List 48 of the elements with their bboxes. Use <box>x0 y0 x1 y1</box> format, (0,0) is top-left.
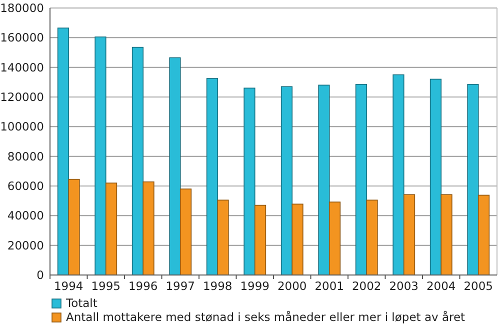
y-tick-label: 140000 <box>0 60 44 74</box>
x-tick-label: 1996 <box>128 279 158 293</box>
bar <box>254 204 266 276</box>
bar <box>142 181 154 276</box>
y-tick-label: 100000 <box>0 120 44 134</box>
bar <box>244 88 256 276</box>
x-tick-label: 2004 <box>426 279 456 293</box>
bar <box>132 46 144 276</box>
y-tick-label: 180000 <box>0 1 44 16</box>
x-tick-label: 1999 <box>240 279 270 293</box>
bar <box>94 36 106 276</box>
bar <box>366 200 378 276</box>
bar <box>105 182 118 276</box>
x-tick-label: 1995 <box>91 279 121 293</box>
bar <box>440 194 452 276</box>
x-tick-label: 2002 <box>352 279 382 293</box>
bar <box>430 78 442 276</box>
x-tick-label: 2001 <box>314 279 344 293</box>
bar <box>217 200 229 276</box>
bar <box>318 84 330 276</box>
y-tick-label: 20000 <box>7 238 44 252</box>
y-tick-label: 40000 <box>7 208 44 223</box>
legend-label: Antall mottakere med stønad i seks måneder eller mer i løpet av året <box>66 310 466 324</box>
x-tick-label: 2005 <box>464 279 494 293</box>
bar <box>180 188 192 276</box>
bar <box>478 194 490 276</box>
bar <box>206 78 218 276</box>
bar <box>292 204 304 276</box>
x-tick-label: 1994 <box>54 279 84 293</box>
y-tick-label: 0 <box>36 268 44 282</box>
bar <box>328 202 341 276</box>
bar <box>355 84 368 276</box>
y-tick-label: 160000 <box>0 30 44 45</box>
y-tick-label: 120000 <box>0 90 44 104</box>
bar <box>392 74 404 276</box>
legend-label: Totalt <box>65 296 98 310</box>
bar <box>68 178 80 276</box>
bar <box>280 86 293 276</box>
bar <box>467 84 479 276</box>
x-tick-label: 1997 <box>166 279 196 293</box>
bar <box>403 194 416 276</box>
bar <box>169 57 181 276</box>
bar <box>57 28 70 276</box>
y-tick-label: 80000 <box>7 149 44 164</box>
x-tick-label: 2003 <box>389 279 419 293</box>
x-tick-label: 1998 <box>202 279 232 293</box>
y-tick-label: 60000 <box>7 179 44 194</box>
x-tick-label: 2000 <box>277 279 307 293</box>
